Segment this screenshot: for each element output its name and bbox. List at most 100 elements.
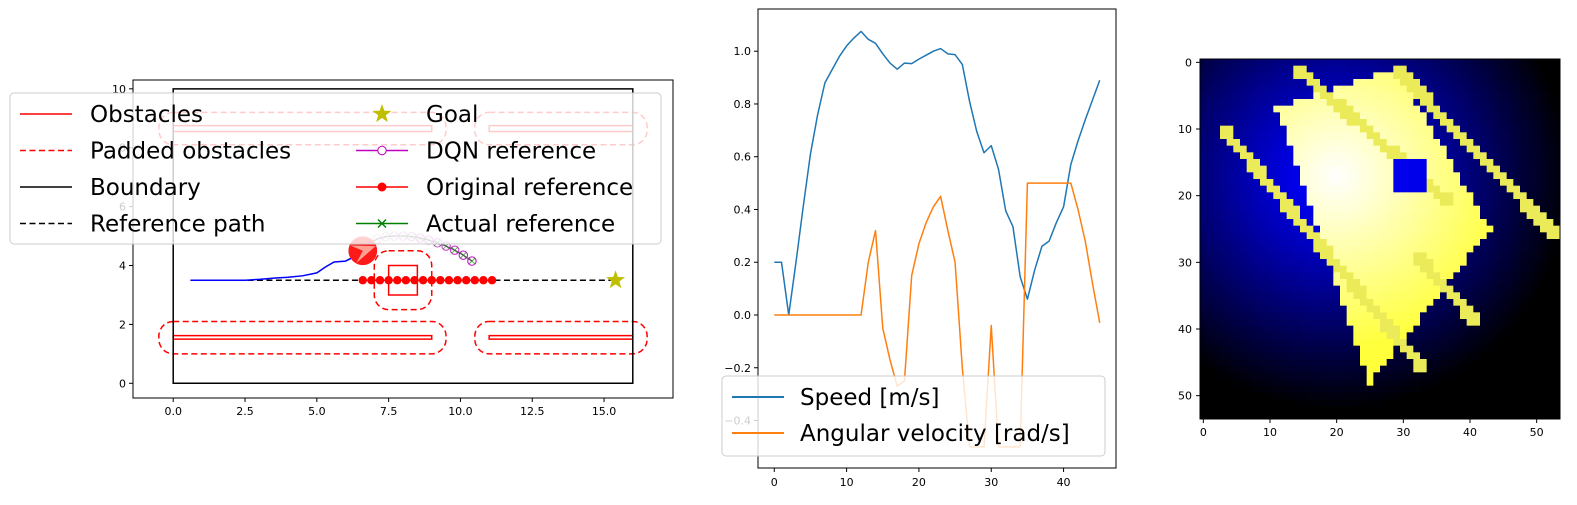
heatmap-cell bbox=[1513, 212, 1521, 220]
heatmap-cell bbox=[1400, 85, 1408, 93]
heatmap-cell bbox=[1346, 279, 1354, 287]
heatmap-cell bbox=[1533, 279, 1541, 287]
heatmap-cell bbox=[1226, 332, 1234, 340]
heatmap-cell bbox=[1260, 312, 1268, 320]
heatmap-cell bbox=[1253, 332, 1261, 340]
heatmap-cell bbox=[1533, 405, 1541, 413]
heatmap-cell bbox=[1453, 345, 1461, 353]
heatmap-cell bbox=[1426, 279, 1434, 287]
heatmap-cell bbox=[1546, 279, 1554, 287]
heatmap-cell bbox=[1433, 292, 1441, 300]
heatmap-cell bbox=[1313, 332, 1321, 340]
heatmap-cell bbox=[1366, 352, 1374, 360]
heatmap-cell bbox=[1306, 65, 1314, 73]
heatmap-cell bbox=[1433, 239, 1441, 247]
heatmap-cell bbox=[1306, 312, 1314, 320]
heatmap-cell bbox=[1400, 325, 1408, 333]
heatmap-cell bbox=[1286, 365, 1294, 373]
heatmap-cell bbox=[1313, 412, 1321, 420]
heatmap-cell bbox=[1513, 99, 1521, 107]
heatmap-cell bbox=[1226, 265, 1234, 273]
heatmap-cell bbox=[1380, 125, 1388, 133]
heatmap-cell bbox=[1306, 339, 1314, 347]
heatmap-cell bbox=[1260, 332, 1268, 340]
legend-label: Goal bbox=[426, 102, 478, 128]
heatmap-cell bbox=[1260, 319, 1268, 327]
heatmap-cell bbox=[1340, 165, 1348, 173]
heatmap-cell bbox=[1240, 259, 1248, 267]
heatmap-cell bbox=[1526, 65, 1534, 73]
heatmap-cell bbox=[1420, 99, 1428, 107]
heatmap-cell bbox=[1506, 79, 1514, 87]
heatmap-cell bbox=[1520, 139, 1528, 147]
velocity-axes-frame bbox=[757, 8, 1117, 469]
heatmap-cell bbox=[1326, 112, 1334, 120]
heatmap-cell bbox=[1526, 265, 1534, 273]
heatmap-cell bbox=[1380, 312, 1388, 320]
heatmap-cell bbox=[1533, 372, 1541, 380]
heatmap-cell bbox=[1346, 72, 1354, 80]
heatmap-cell bbox=[1220, 359, 1228, 367]
heatmap-cell bbox=[1313, 352, 1321, 360]
heatmap-cell bbox=[1426, 379, 1434, 387]
heatmap-cell bbox=[1480, 192, 1488, 200]
heatmap-cell bbox=[1460, 199, 1468, 207]
heatmap-cell bbox=[1466, 212, 1474, 220]
heatmap-cell bbox=[1473, 412, 1481, 420]
heatmap-cell bbox=[1420, 405, 1428, 413]
x-tick-label: 2.5 bbox=[236, 405, 254, 418]
y-tick-label: −0.2 bbox=[724, 362, 751, 375]
heatmap-cell bbox=[1226, 299, 1234, 307]
heatmap-cell bbox=[1366, 179, 1374, 187]
heatmap-cell bbox=[1446, 359, 1454, 367]
heatmap-cell bbox=[1313, 112, 1321, 120]
y-tick-label: 0.6 bbox=[734, 151, 752, 164]
heatmap-cell bbox=[1340, 405, 1348, 413]
heatmap-cell bbox=[1260, 219, 1268, 227]
heatmap-cell bbox=[1326, 359, 1334, 367]
heatmap-cell bbox=[1553, 59, 1561, 67]
heatmap-cell bbox=[1473, 165, 1481, 173]
heatmap-cell bbox=[1206, 225, 1214, 233]
heatmap-cell bbox=[1473, 239, 1481, 247]
heatmap-cell bbox=[1253, 132, 1261, 140]
heatmap-cell bbox=[1473, 65, 1481, 73]
heatmap-cell bbox=[1240, 112, 1248, 120]
heatmap-cell bbox=[1466, 145, 1474, 153]
heatmap-cell bbox=[1400, 99, 1408, 107]
heatmap-cell bbox=[1480, 332, 1488, 340]
heatmap-cell bbox=[1446, 379, 1454, 387]
heatmap-cell bbox=[1440, 359, 1448, 367]
heatmap-cell bbox=[1240, 139, 1248, 147]
heatmap-cell bbox=[1200, 165, 1208, 173]
heatmap-cell bbox=[1420, 105, 1428, 113]
heatmap-cell bbox=[1200, 292, 1208, 300]
heatmap-cell bbox=[1280, 225, 1288, 233]
heatmap-cell bbox=[1480, 319, 1488, 327]
heatmap-cell bbox=[1260, 405, 1268, 413]
heatmap-cell bbox=[1426, 319, 1434, 327]
heatmap-cell bbox=[1240, 225, 1248, 233]
heatmap-cell bbox=[1426, 245, 1434, 253]
heatmap-cell bbox=[1386, 219, 1394, 227]
heatmap-cell bbox=[1300, 339, 1308, 347]
heatmap-cell bbox=[1426, 159, 1434, 167]
heatmap-cell bbox=[1213, 372, 1221, 380]
heatmap-cell bbox=[1473, 92, 1481, 100]
heatmap-cell bbox=[1226, 352, 1234, 360]
heatmap-cell bbox=[1326, 159, 1334, 167]
heatmap-cell bbox=[1506, 365, 1514, 373]
heatmap-cell bbox=[1260, 105, 1268, 113]
heatmap-cell bbox=[1306, 165, 1314, 173]
heatmap-cell bbox=[1346, 292, 1354, 300]
heatmap-cell bbox=[1200, 125, 1208, 133]
heatmap-cell bbox=[1406, 212, 1414, 220]
heatmap-cell bbox=[1493, 59, 1501, 67]
heatmap-cell bbox=[1226, 125, 1234, 133]
heatmap-cell bbox=[1266, 125, 1274, 133]
heatmap-cell bbox=[1273, 219, 1281, 227]
heatmap-cell bbox=[1326, 59, 1334, 67]
heatmap-cell bbox=[1353, 192, 1361, 200]
heatmap-cell bbox=[1500, 359, 1508, 367]
heatmap-cell bbox=[1366, 252, 1374, 260]
